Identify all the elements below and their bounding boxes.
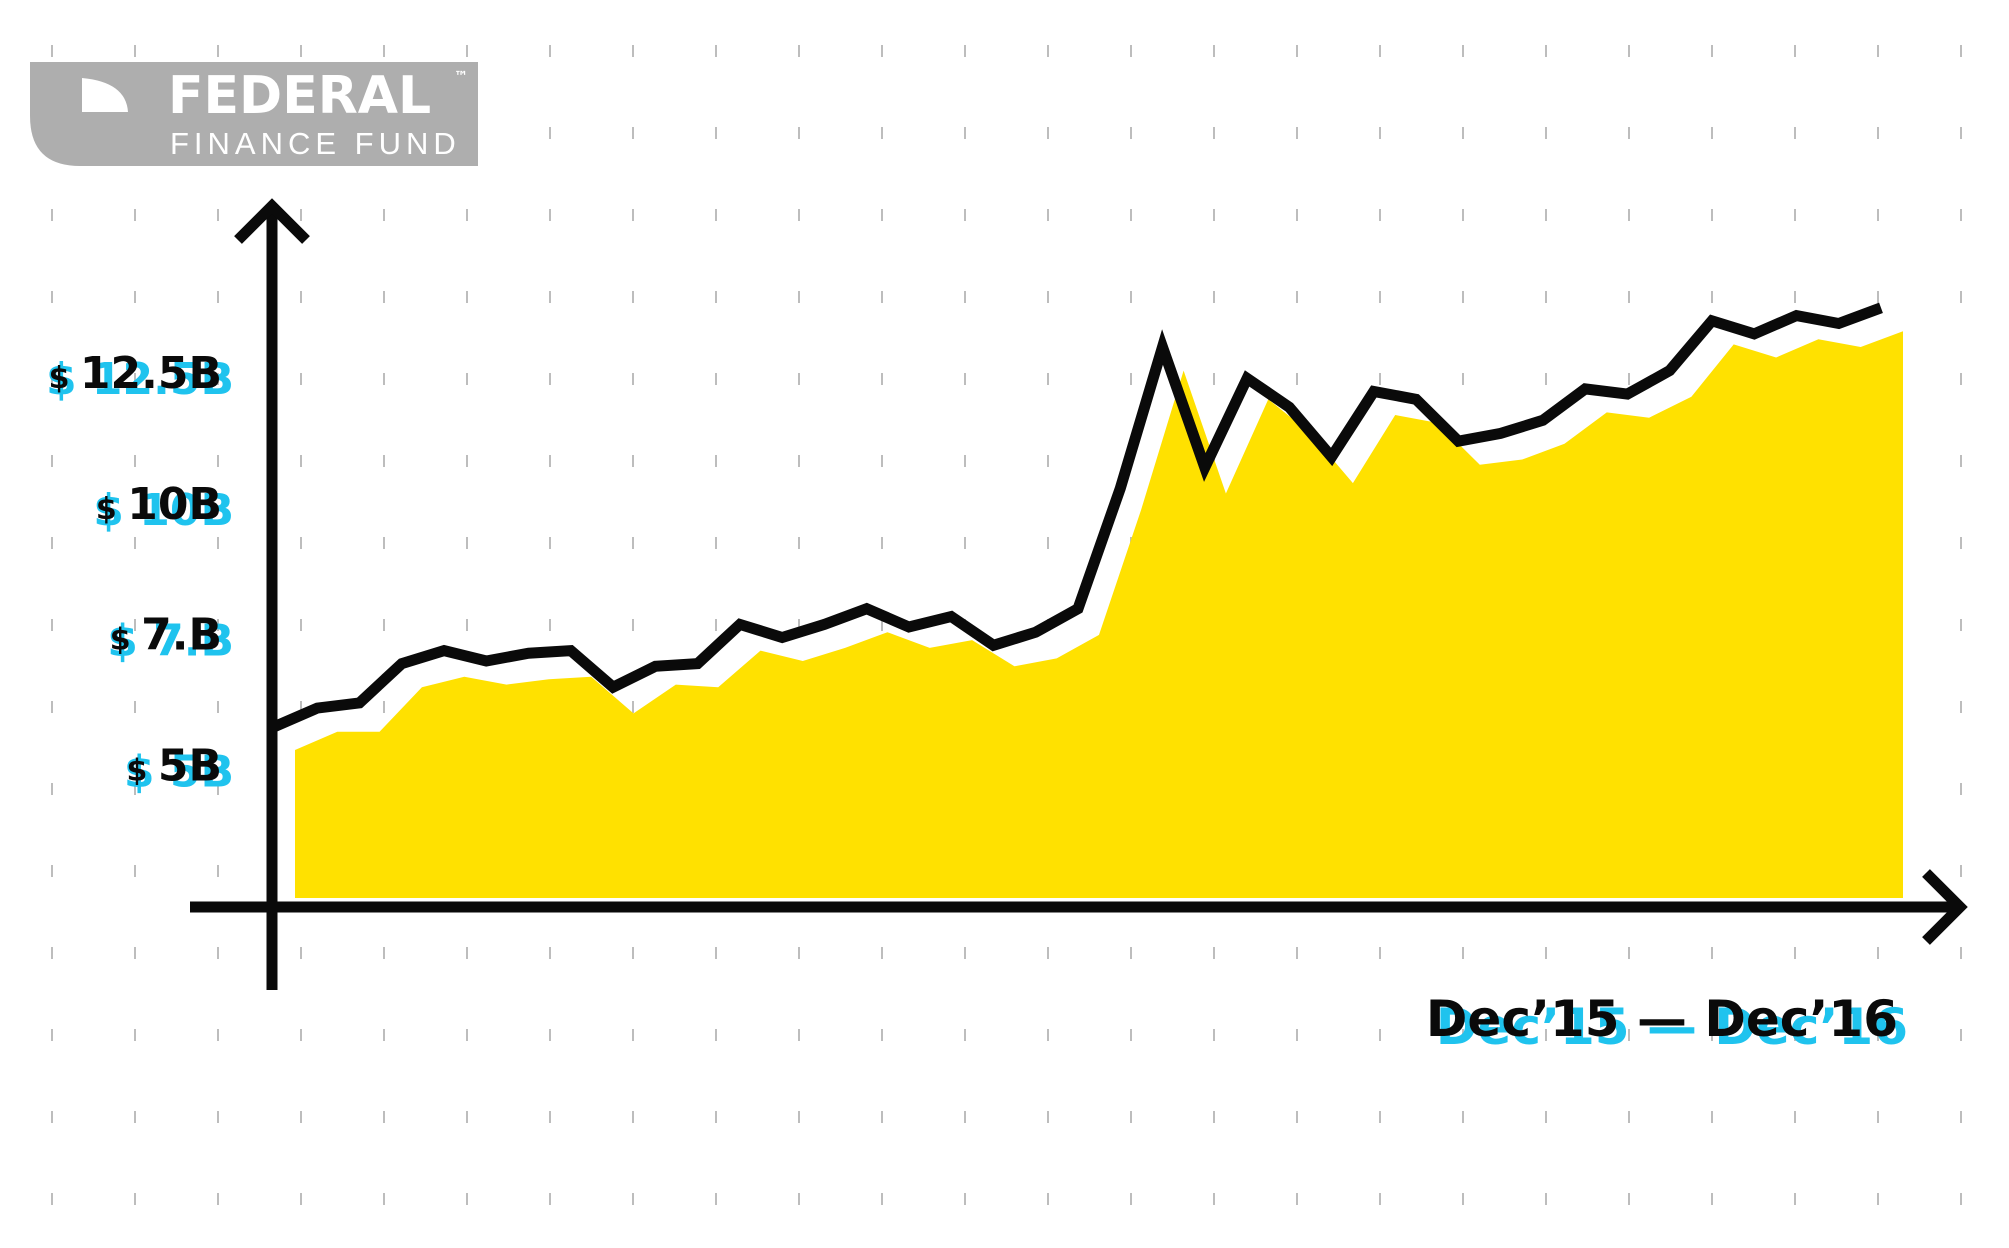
brand-subtitle: FINANCE FUND <box>170 126 461 161</box>
currency-symbol: $ <box>127 753 158 788</box>
x-axis-label-shadow: Dec’15 — Dec’16 <box>1436 998 1908 1056</box>
logo-badge <box>30 62 478 166</box>
y-axis-arrow-icon <box>234 198 310 244</box>
y-tick-label-shadow: $ 5B <box>124 746 234 797</box>
brand-trademark: ™ <box>454 69 468 85</box>
x-axis-arrow-icon <box>1922 869 1968 945</box>
area-series <box>295 331 1903 898</box>
currency-symbol: $ <box>96 492 127 527</box>
x-axis-label: Dec’15 — Dec’16 Dec’15 — Dec’16 <box>1426 990 1908 1056</box>
y-tick-label: $ 5B$ 5B <box>124 740 234 797</box>
y-tick-value: 5B <box>158 740 222 791</box>
x-axis-label-text: Dec’15 — Dec’16 <box>1426 990 1898 1048</box>
y-tick-label-shadow: $ 12.5B <box>46 354 234 405</box>
y-tick-label: $ 12.5B$ 12.5B <box>46 348 234 405</box>
y-tick-label-text: $ 5B <box>127 740 222 791</box>
y-tick-value: 7.B <box>141 610 222 661</box>
axes <box>190 198 1968 990</box>
currency-symbol: $ <box>110 623 141 658</box>
y-tick-label-text: $ 7.B <box>110 610 222 661</box>
y-tick-label-text: $ 12.5B <box>49 348 222 399</box>
y-tick-value: 10B <box>127 479 222 530</box>
line-series <box>272 302 1883 732</box>
y-tick-label: $ 10B$ 10B <box>93 479 234 536</box>
brand-name: FEDERAL <box>168 66 431 126</box>
y-tick-label-text: $ 10B <box>96 479 222 530</box>
y-tick-label-shadow: $ 10B <box>93 485 234 536</box>
brand-logo: FEDERAL ™ FINANCE FUND <box>30 62 478 166</box>
y-tick-label: $ 7.B$ 7.B <box>107 610 234 667</box>
currency-symbol: $ <box>49 361 80 396</box>
y-tick-value: 12.5B <box>80 348 222 399</box>
y-tick-label-shadow: $ 7.B <box>107 616 234 667</box>
y-axis-labels: $ 12.5B$ 12.5B$ 10B$ 10B$ 7.B$ 7.B$ 5B$ … <box>46 348 234 798</box>
logo-mark-icon <box>82 78 128 112</box>
